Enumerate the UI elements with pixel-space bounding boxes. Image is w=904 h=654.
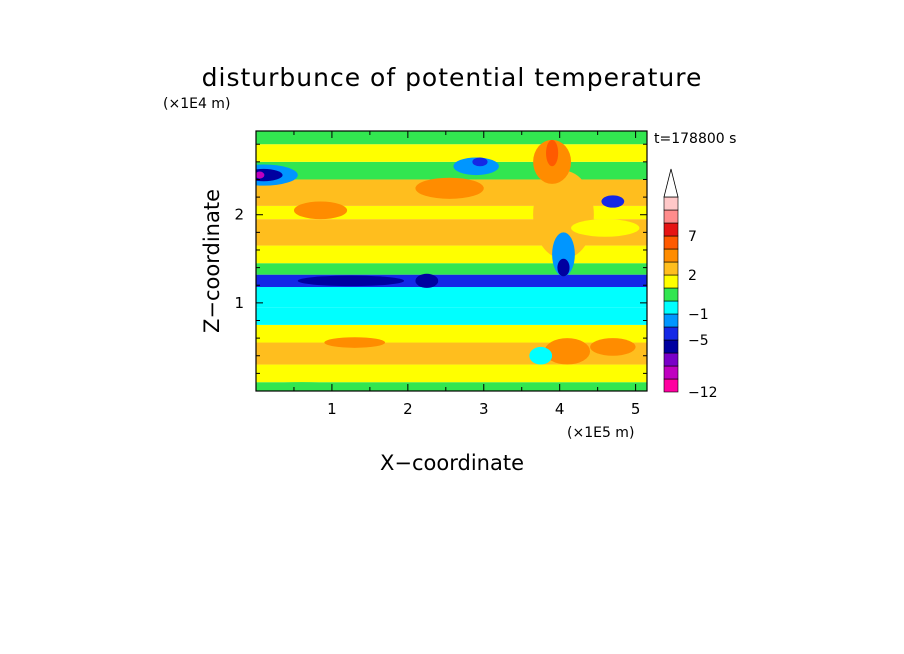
field-layer-7 — [256, 263, 647, 275]
colorbar-band — [663, 365, 679, 380]
field-feature-17 — [590, 338, 636, 356]
x-tick-label: 2 — [403, 400, 413, 418]
colorbar-band — [663, 222, 679, 237]
field-layer-13 — [256, 144, 647, 162]
colorbar-band — [663, 378, 679, 393]
field-layer-12 — [256, 161, 647, 180]
field-layer-14 — [256, 131, 647, 145]
colorbar-band — [663, 339, 679, 354]
x-tick-label: 4 — [555, 400, 565, 418]
x-tick-label: 5 — [631, 400, 641, 418]
field-feature-6 — [472, 157, 488, 167]
field-feature-15 — [415, 273, 439, 288]
y-unit-label: (×1E4 m) — [163, 96, 230, 112]
y-tick-label: 2 — [234, 206, 244, 224]
field-layer-8 — [256, 245, 647, 264]
axis-ticks: 1 2 3 4 5 1 2 — [234, 131, 647, 418]
colorbar-label: −1 — [688, 307, 709, 323]
field-feature-1 — [256, 168, 283, 182]
colorbar-band — [663, 300, 679, 315]
field-feature-16 — [544, 338, 591, 365]
field-feature-13 — [571, 219, 640, 237]
x-tick-label: 1 — [327, 400, 337, 418]
field-feature-2 — [256, 171, 265, 179]
colorbar-label: −12 — [688, 385, 718, 401]
field-feature-14 — [297, 275, 405, 287]
colorbar-label: −5 — [688, 333, 709, 349]
time-label: t=178800 s — [654, 131, 736, 147]
colorbar-label: 2 — [688, 268, 697, 284]
field-feature-12 — [601, 195, 625, 208]
plot-area — [256, 131, 647, 391]
colorbar-band — [663, 235, 679, 250]
colorbar-band — [663, 313, 679, 328]
field-layer-4 — [256, 307, 647, 325]
colorbar-band — [663, 209, 679, 224]
x-axis-label: X−coordinate — [380, 451, 524, 475]
colorbar-band — [663, 352, 679, 367]
colorbar-band — [663, 274, 679, 289]
colorbar: 7 2 −1 −5 −12 — [663, 168, 718, 401]
colorbar-band — [663, 287, 679, 302]
colorbar-band — [663, 326, 679, 341]
x-tick-label: 3 — [479, 400, 489, 418]
colorbar-band — [663, 196, 679, 211]
colorbar-label: 7 — [688, 229, 697, 245]
colorbar-arrow — [663, 168, 679, 198]
field-feature-11 — [557, 258, 570, 277]
colorbar-band — [663, 261, 679, 276]
colorbar-band — [663, 248, 679, 263]
field-layer-3 — [256, 324, 647, 343]
field-feature-4 — [293, 201, 348, 220]
field-feature-20 — [529, 346, 553, 365]
plot-frame — [255, 130, 648, 392]
field-layer-5 — [256, 287, 647, 308]
field-feature-3 — [415, 177, 484, 199]
field-feature-18 — [324, 337, 386, 348]
field-feature-7 — [533, 170, 594, 259]
x-unit-label: (×1E5 m) — [567, 425, 634, 441]
field-feature-19 — [256, 382, 348, 391]
y-tick-label: 1 — [234, 294, 244, 312]
field-layer-1 — [256, 364, 647, 383]
field-feature-9 — [546, 139, 559, 167]
chart-title: disturbunce of potential temperature — [202, 63, 703, 92]
field-layer-0 — [256, 382, 647, 391]
y-axis-label: Z−coordinate — [200, 189, 224, 333]
